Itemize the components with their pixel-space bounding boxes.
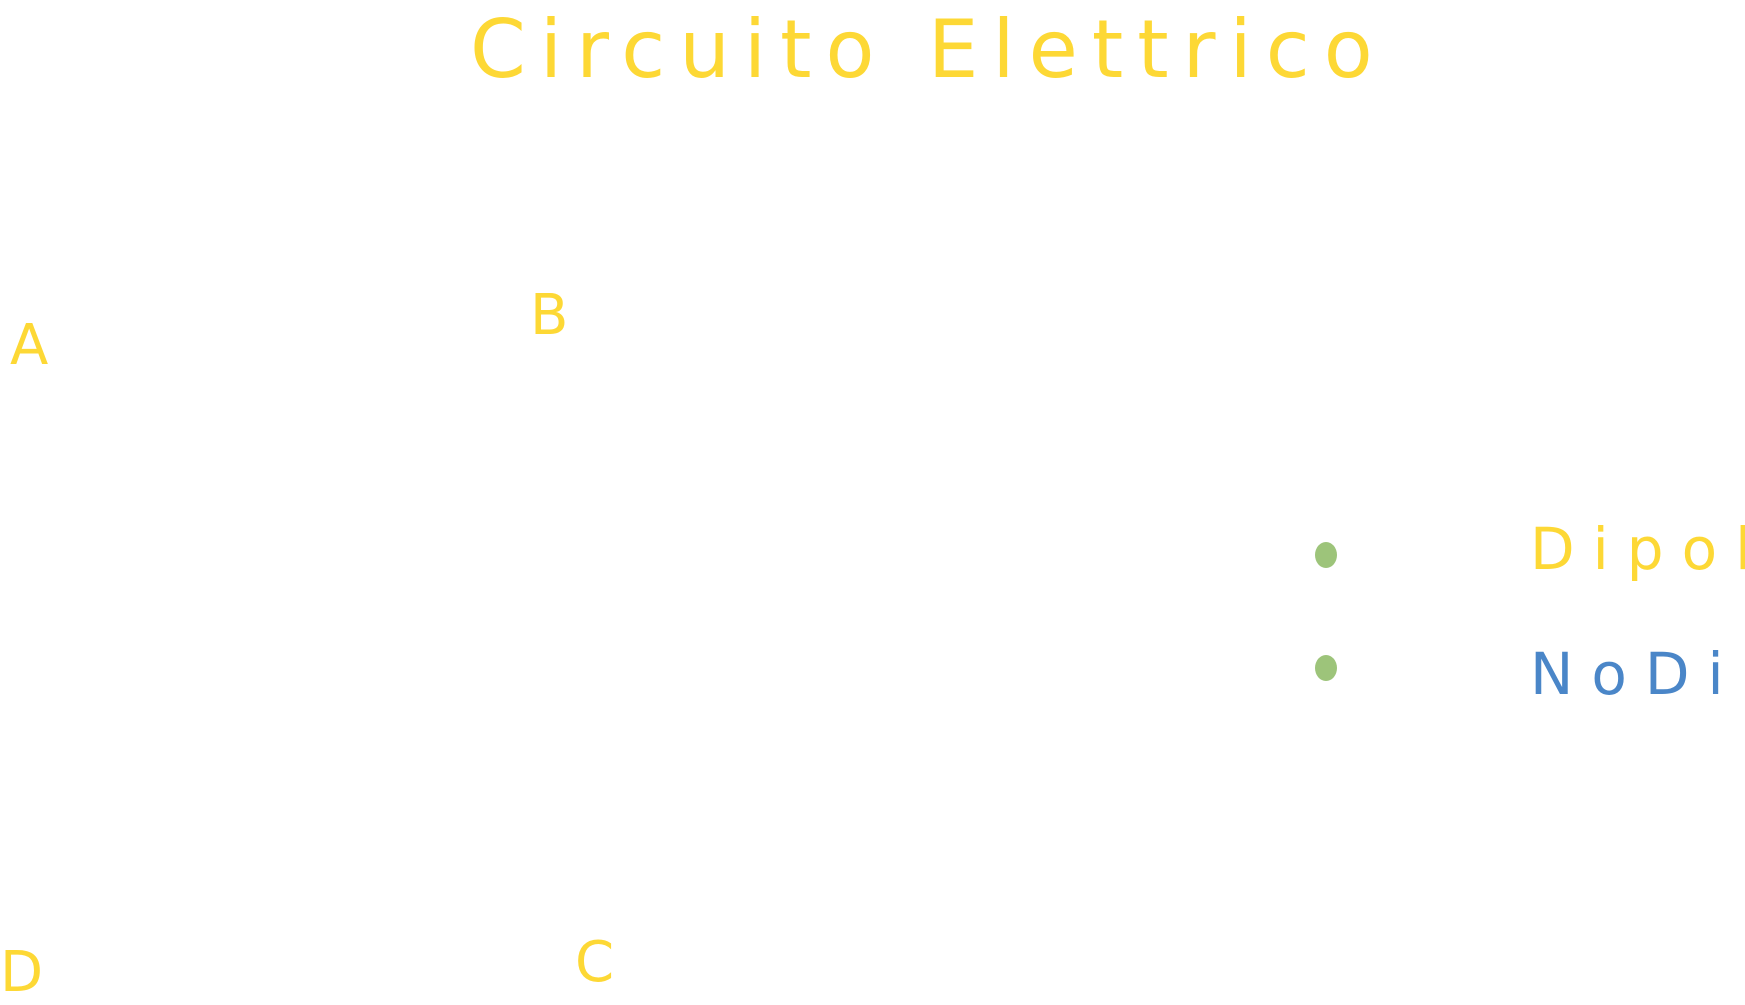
bullet-dot-icon <box>1315 542 1337 568</box>
bullet-dot-icon <box>1315 655 1337 681</box>
node-label-d: D <box>0 940 48 1005</box>
diagram-title: Circuito Elettrico <box>470 3 1387 96</box>
legend-label-dipoli: Dipoli <box>1530 515 1745 583</box>
legend-item-nodi: NoDi <box>1315 640 1745 708</box>
node-label-a: A <box>10 313 53 378</box>
legend-label-nodi: NoDi <box>1530 640 1742 708</box>
legend-item-dipoli: Dipoli <box>1315 520 1745 580</box>
node-label-b: B <box>530 283 573 348</box>
node-label-c: C <box>575 930 619 995</box>
